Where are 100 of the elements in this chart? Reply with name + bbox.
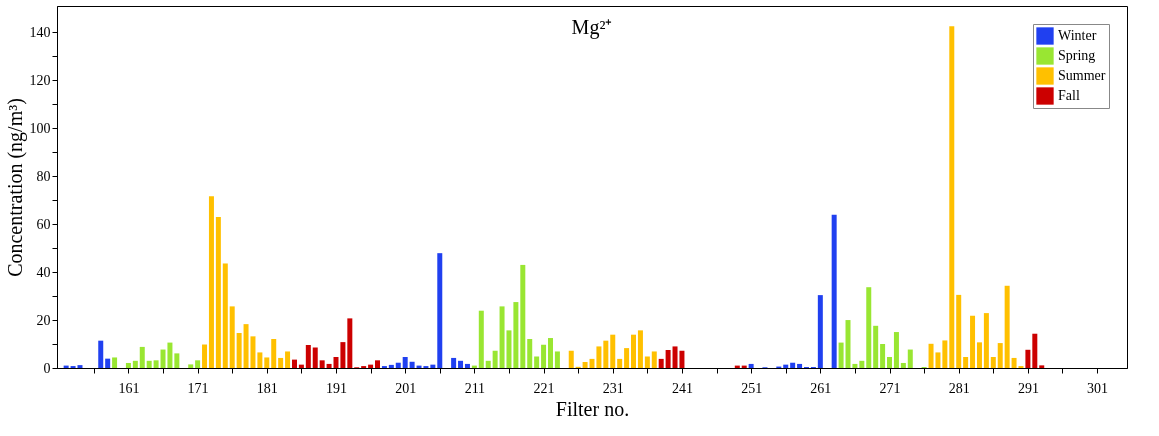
bar [956, 294, 962, 368]
bar [305, 344, 311, 368]
bar [534, 356, 540, 368]
bar [651, 351, 657, 368]
bar [264, 357, 270, 368]
bar [970, 315, 976, 368]
bar [202, 344, 208, 368]
x-tick-label: 221 [533, 380, 555, 396]
bar [347, 318, 353, 368]
bar [153, 360, 159, 368]
bar [880, 344, 886, 368]
bar [188, 364, 194, 368]
bar [402, 356, 408, 368]
x-tick-label: 281 [948, 380, 970, 396]
bar [631, 334, 637, 368]
bar [437, 253, 443, 368]
bar [859, 360, 865, 368]
bar [624, 348, 630, 368]
bar [340, 342, 346, 368]
bar [319, 360, 325, 368]
bar [527, 338, 533, 368]
bar [547, 338, 553, 368]
x-tick-label: 241 [671, 380, 693, 396]
bar [236, 333, 242, 368]
x-tick-label: 211 [464, 380, 486, 396]
bar [215, 216, 221, 368]
bar [997, 343, 1003, 368]
y-tick-label: 60 [36, 216, 51, 232]
bar [610, 334, 616, 368]
bar [492, 350, 498, 368]
bar [208, 196, 214, 368]
bar [312, 347, 318, 368]
bar [485, 360, 491, 368]
bar [98, 340, 104, 368]
y-tick-label: 40 [36, 264, 51, 280]
x-tick-label: 181 [256, 380, 278, 396]
x-tick-label: 251 [741, 380, 763, 396]
bar [278, 357, 284, 368]
bar [174, 353, 180, 368]
bar [520, 264, 526, 368]
bar [554, 351, 560, 368]
bar [139, 346, 145, 368]
bar [388, 364, 394, 368]
bar [617, 358, 623, 368]
bar [395, 362, 401, 368]
x-tick-label: 201 [395, 380, 417, 396]
y-tick-label: 140 [29, 24, 51, 40]
bar [132, 360, 138, 368]
y-tick-label: 80 [36, 168, 51, 184]
bar [831, 214, 837, 368]
bar [146, 360, 152, 368]
y-tick-label: 120 [29, 72, 51, 88]
x-tick-label: 161 [118, 380, 140, 396]
bar [866, 287, 872, 368]
bar [1004, 285, 1010, 368]
bar [873, 325, 879, 368]
bar [976, 342, 982, 368]
bar [125, 362, 131, 368]
bar [105, 358, 111, 368]
bar [665, 350, 671, 368]
bar [644, 356, 650, 368]
bar [1025, 349, 1031, 368]
bar [375, 360, 381, 368]
y-tick-label: 20 [36, 312, 51, 328]
bar [1039, 365, 1045, 368]
x-tick-label: 271 [879, 380, 901, 396]
x-axis-title: Filter no. [555, 397, 630, 420]
bar [582, 362, 588, 368]
bar [112, 357, 118, 368]
bar [637, 330, 643, 368]
text: Mg²⁺ [571, 16, 613, 39]
x-tick-label: 261 [810, 380, 832, 396]
bar [748, 363, 754, 368]
bar [949, 26, 955, 368]
bar [603, 340, 609, 368]
bar [990, 356, 996, 368]
bar [291, 359, 297, 368]
bar [900, 362, 906, 368]
x-tick-label: 171 [187, 380, 209, 396]
y-tick-label: 0 [43, 360, 51, 376]
bar [513, 302, 519, 368]
legend-label: Winter [1058, 28, 1097, 43]
bar [942, 340, 948, 368]
bar [285, 351, 291, 368]
legend-label: Summer [1058, 68, 1106, 83]
bar [222, 263, 228, 368]
bar [409, 361, 415, 368]
x-tick-label: 301 [1087, 380, 1109, 396]
x-tick-label: 231 [602, 380, 624, 396]
bar [229, 306, 235, 368]
bar [271, 338, 277, 368]
bar [658, 358, 664, 368]
x-tick-label: 191 [325, 380, 347, 396]
bar [195, 360, 201, 368]
bar [887, 356, 893, 368]
bar [458, 360, 464, 368]
bar [790, 362, 796, 368]
y-axis-title: Concentration (ng/m³) [3, 98, 27, 277]
legend-label: Fall [1058, 88, 1080, 103]
bar [907, 349, 913, 368]
